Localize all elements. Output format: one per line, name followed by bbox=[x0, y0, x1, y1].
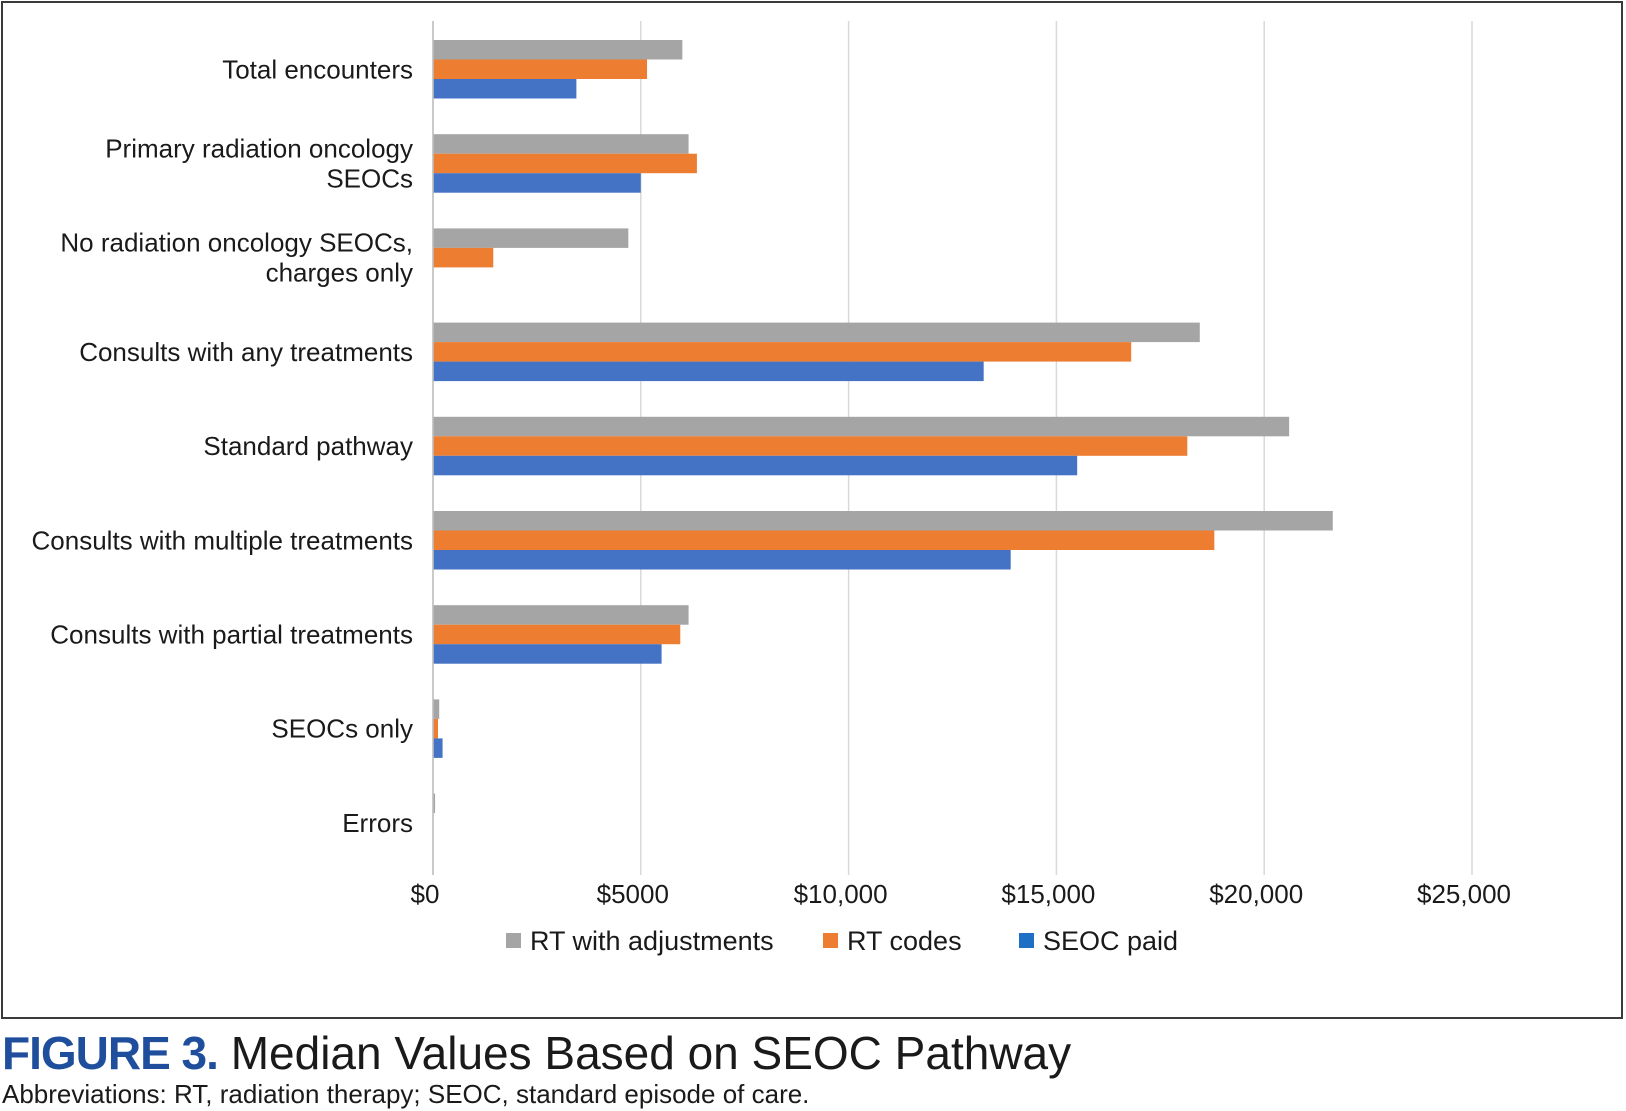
bar-seoc-paid bbox=[433, 550, 1011, 570]
category-label: charges only bbox=[266, 258, 413, 288]
chart-frame: $0 $5000 $10,000 $15,000 $20,000 $25,000 Total… bbox=[1, 1, 1623, 1019]
category-label: Consults with partial treatments bbox=[50, 619, 413, 649]
x-tick-label: $0 bbox=[411, 879, 440, 909]
x-tick-label: $10,000 bbox=[794, 879, 888, 909]
bar-seoc-paid bbox=[433, 455, 1078, 476]
bar-rt-codes bbox=[433, 436, 1188, 456]
bar-rt-codes bbox=[433, 624, 681, 645]
figure-title: Median Values Based on SEOC Pathway bbox=[230, 1027, 1072, 1079]
legend-swatch bbox=[1019, 933, 1034, 948]
bar-rt-with-adjustments bbox=[433, 40, 683, 60]
category-label: Errors bbox=[342, 808, 413, 838]
bar-rt-codes bbox=[433, 59, 648, 79]
bar-rt-with-adjustments bbox=[433, 511, 1333, 531]
category-label: SEOCs bbox=[326, 163, 413, 193]
category-label: SEOCs only bbox=[271, 714, 413, 744]
bar-rt-with-adjustments bbox=[433, 134, 689, 154]
legend-label: RT codes bbox=[847, 926, 962, 956]
bar-rt-codes bbox=[433, 247, 494, 268]
x-tick-label: $25,000 bbox=[1417, 879, 1511, 909]
bar-rt-codes bbox=[433, 153, 697, 174]
legend-label: SEOC paid bbox=[1043, 926, 1178, 956]
legend-swatch bbox=[823, 933, 838, 948]
category-label: Total encounters bbox=[222, 54, 413, 84]
bar-seoc-paid bbox=[433, 738, 443, 758]
figure-caption: FIGURE 3. Median Values Based on SEOC Pa… bbox=[2, 1026, 1071, 1080]
category-label: Standard pathway bbox=[203, 431, 413, 461]
bar-rt-codes bbox=[433, 530, 1215, 550]
category-label: Consults with any treatments bbox=[79, 337, 413, 367]
bar-rt-codes bbox=[433, 342, 1132, 362]
bar-seoc-paid bbox=[433, 173, 641, 193]
bar-rt-with-adjustments bbox=[433, 416, 1290, 437]
bar-rt-with-adjustments bbox=[433, 322, 1200, 343]
figure-label: FIGURE 3. bbox=[2, 1027, 219, 1079]
bar-chart: $0 $5000 $10,000 $15,000 $20,000 $25,000 Total… bbox=[32, 21, 1511, 956]
category-label: Primary radiation oncology bbox=[105, 133, 413, 163]
bar-rt-with-adjustments bbox=[433, 605, 689, 625]
bar-rt-codes bbox=[433, 718, 438, 739]
bar-rt-with-adjustments bbox=[433, 228, 629, 248]
figure-abbreviations: Abbreviations: RT, radiation therapy; SE… bbox=[2, 1079, 810, 1109]
bar-rt-with-adjustments bbox=[433, 793, 436, 814]
legend-swatch bbox=[506, 933, 521, 948]
x-tick-label: $20,000 bbox=[1209, 879, 1303, 909]
bar-rt-with-adjustments bbox=[433, 699, 440, 719]
category-label: No radiation oncology SEOCs, bbox=[60, 228, 413, 258]
bar-seoc-paid bbox=[433, 79, 577, 99]
legend-label: RT with adjustments bbox=[530, 926, 774, 956]
x-tick-label: $5000 bbox=[597, 879, 669, 909]
bar-seoc-paid bbox=[433, 644, 662, 664]
category-label: Consults with multiple treatments bbox=[32, 525, 413, 555]
x-tick-label: $15,000 bbox=[1001, 879, 1095, 909]
bar-seoc-paid bbox=[433, 361, 984, 382]
